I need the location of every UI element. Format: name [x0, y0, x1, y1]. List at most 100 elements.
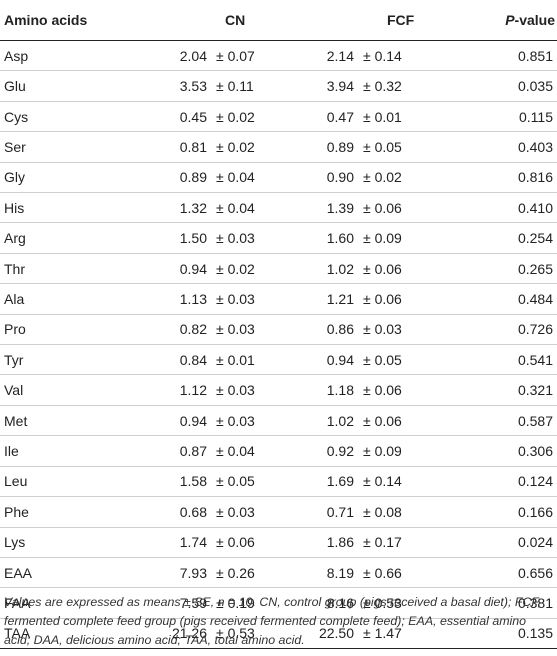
cn-se: ± 0.02 [216, 138, 255, 155]
cn-cell: 0.84 ± 0.01 [140, 344, 285, 376]
cn-se: ± 0.01 [216, 351, 255, 368]
table-row: Phe 0.68 ± 0.03 0.71 ± 0.08 0.166 [0, 496, 557, 528]
table-footnote: Values are expressed as means ± SE, n = … [4, 595, 541, 647]
fcf-cell: 0.92 ± 0.09 [285, 435, 435, 467]
fcf-cell: 1.18 ± 0.06 [285, 374, 435, 406]
cn-mean: 0.84 [179, 351, 207, 368]
cn-se: ± 0.26 [216, 564, 255, 581]
p-value: 0.035 [435, 70, 557, 102]
fcf-se: ± 0.06 [363, 199, 402, 216]
table-row: Tyr 0.84 ± 0.01 0.94 ± 0.05 0.541 [0, 344, 557, 376]
table-row: TAA 21.26 ± 0.53 22.50 ± 1.47 0.135 [0, 618, 557, 650]
fcf-cell: 1.02 ± 0.06 [285, 405, 435, 437]
fcf-mean: 2.14 [326, 47, 354, 64]
fcf-mean: 3.94 [326, 78, 354, 95]
cn-cell: 2.04 ± 0.07 [140, 40, 285, 72]
fcf-cell: 0.89 ± 0.05 [285, 131, 435, 163]
fcf-se: ± 0.06 [363, 260, 402, 277]
amino-acid-name: Arg [0, 222, 140, 254]
cn-mean: 2.04 [179, 47, 207, 64]
cn-mean: 0.87 [179, 442, 207, 459]
cn-mean: 3.53 [179, 78, 207, 95]
cn-cell: 7.93 ± 0.26 [140, 557, 285, 589]
table-row: Arg 1.50 ± 0.03 1.60 ± 0.09 0.254 [0, 222, 557, 254]
amino-acid-name: TAA [0, 618, 140, 650]
fcf-se: ± 0.06 [363, 382, 402, 399]
fcf-se: ± 0.09 [363, 442, 402, 459]
amino-acid-name: Pro [0, 314, 140, 346]
table-row: Ser 0.81 ± 0.02 0.89 ± 0.05 0.403 [0, 131, 557, 163]
fcf-se: ± 0.05 [363, 138, 402, 155]
table-row: Pro 0.82 ± 0.03 0.86 ± 0.03 0.726 [0, 314, 557, 346]
amino-acid-name: Asp [0, 40, 140, 72]
p-value: 0.851 [435, 40, 557, 72]
cn-se: ± 0.04 [216, 199, 255, 216]
amino-acid-name: EAA [0, 557, 140, 589]
fcf-cell: 0.86 ± 0.03 [285, 314, 435, 346]
cn-se: ± 0.03 [216, 290, 255, 307]
fcf-se: ± 0.14 [363, 473, 402, 490]
amino-acid-name: Ala [0, 283, 140, 315]
fcf-cell: 1.21 ± 0.06 [285, 283, 435, 315]
cn-mean: 7.93 [179, 564, 207, 581]
amino-acid-name: Ile [0, 435, 140, 467]
fcf-mean: 0.47 [326, 108, 354, 125]
table-header: Amino acids CN FCF P-value [0, 0, 557, 41]
fcf-se: ± 0.06 [363, 290, 402, 307]
cn-mean: 1.74 [179, 534, 207, 551]
cn-cell: 1.12 ± 0.03 [140, 374, 285, 406]
cn-se: ± 0.07 [216, 47, 255, 64]
table-row: Thr 0.94 ± 0.02 1.02 ± 0.06 0.265 [0, 253, 557, 285]
fcf-se: ± 0.06 [363, 412, 402, 429]
cn-se: ± 0.03 [216, 412, 255, 429]
header-fcf: FCF [285, 0, 435, 41]
cn-cell: 0.94 ± 0.03 [140, 405, 285, 437]
cn-mean: 0.94 [179, 412, 207, 429]
cn-cell: 1.58 ± 0.05 [140, 466, 285, 498]
p-value: 0.403 [435, 131, 557, 163]
fcf-mean: 8.16 [326, 595, 354, 612]
fcf-cell: 0.94 ± 0.05 [285, 344, 435, 376]
fcf-cell: 8.19 ± 0.66 [285, 557, 435, 589]
amino-acid-name: Gly [0, 162, 140, 194]
p-value: 0.306 [435, 435, 557, 467]
cn-mean: 0.81 [179, 138, 207, 155]
p-value: 0.381 [435, 587, 557, 619]
cn-se: ± 0.03 [216, 382, 255, 399]
fcf-cell: 0.47 ± 0.01 [285, 101, 435, 133]
fcf-mean: 1.21 [326, 290, 354, 307]
fcf-cell: 1.02 ± 0.06 [285, 253, 435, 285]
cn-mean: 0.94 [179, 260, 207, 277]
fcf-cell: 0.90 ± 0.02 [285, 162, 435, 194]
fcf-se: ± 0.53 [363, 595, 402, 612]
cn-mean: 0.68 [179, 503, 207, 520]
table-body: Asp 2.04 ± 0.07 2.14 ± 0.14 0.851 Glu 3.53 ± 0.1… [0, 40, 557, 650]
p-value: 0.124 [435, 466, 557, 498]
cn-cell: 0.68 ± 0.03 [140, 496, 285, 528]
p-value: 0.321 [435, 374, 557, 406]
fcf-mean: 1.86 [326, 534, 354, 551]
cn-cell: 0.94 ± 0.02 [140, 253, 285, 285]
table-row: Ile 0.87 ± 0.04 0.92 ± 0.09 0.306 [0, 435, 557, 467]
p-value: 0.656 [435, 557, 557, 589]
cn-se: ± 0.03 [216, 321, 255, 338]
fcf-cell: 1.39 ± 0.06 [285, 192, 435, 224]
p-value: 0.254 [435, 222, 557, 254]
cn-se: ± 0.11 [216, 78, 254, 95]
p-value: 0.541 [435, 344, 557, 376]
fcf-se: ± 0.14 [363, 47, 402, 64]
fcf-mean: 0.92 [326, 442, 354, 459]
header-p-value: P-value [435, 0, 557, 41]
amino-acid-name: Glu [0, 70, 140, 102]
cn-se: ± 0.03 [216, 503, 255, 520]
cn-cell: 21.26 ± 0.53 [140, 618, 285, 650]
fcf-se: ± 1.47 [363, 625, 402, 642]
table-row: His 1.32 ± 0.04 1.39 ± 0.06 0.410 [0, 192, 557, 224]
p-value: 0.587 [435, 405, 557, 437]
table-row: FAA 7.59 ± 0.19 8.16 ± 0.53 0.381 [0, 587, 557, 619]
cn-se: ± 0.04 [216, 442, 255, 459]
cn-cell: 0.45 ± 0.02 [140, 101, 285, 133]
fcf-cell: 0.71 ± 0.08 [285, 496, 435, 528]
